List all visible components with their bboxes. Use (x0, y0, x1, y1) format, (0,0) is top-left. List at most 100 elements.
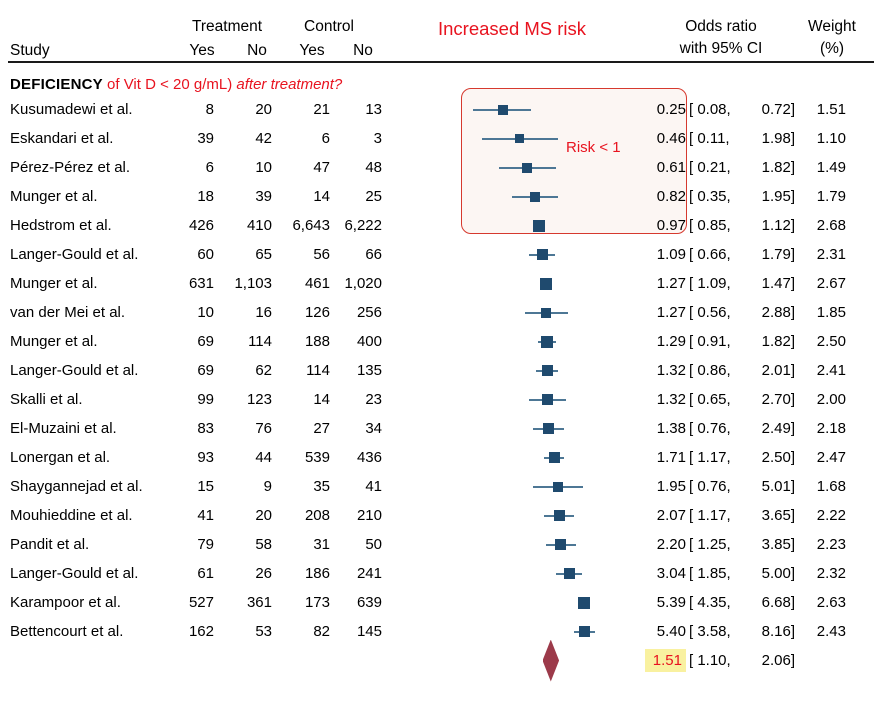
weight-header-line1: Weight (808, 18, 856, 35)
treatment-no-count: 44 (255, 449, 272, 466)
ci-high: 2.50] (761, 449, 795, 466)
study-name: Skalli et al. (10, 391, 83, 408)
control-no-count: 34 (365, 420, 382, 437)
treatment-yes-count: 69 (197, 333, 214, 350)
table-row: Kusumadewi et al. 8 20 21 13 0.25[ 0.08, 0.72]… (0, 95, 882, 124)
ci-low: [ 0.76, (689, 420, 731, 437)
odds-ratio-header-line2: with 95% CI (679, 40, 763, 57)
control-yes-count: 14 (313, 188, 330, 205)
study-name: Munger et al. (10, 188, 98, 205)
table-row: Munger et al. 631 1,103 461 1,020 1.27[ 1.09,… (0, 269, 882, 298)
study-name: Munger et al. (10, 333, 98, 350)
study-name: Lonergan et al. (10, 449, 111, 466)
ci-high: 2.88] (761, 304, 795, 321)
or-marker (540, 335, 553, 348)
weight-value: 2.18 (816, 420, 846, 437)
weight-value: 2.23 (816, 536, 846, 553)
section-header: DEFICIENCY of Vit D < 20 g/mL) after tre… (10, 73, 342, 97)
treatment-yes-count: 41 (197, 507, 214, 524)
treatment-no-count: 16 (255, 304, 272, 321)
control-no-count: 400 (356, 333, 382, 350)
ci-high: 1.82] (761, 333, 795, 350)
treatment-yes-count: 79 (197, 536, 214, 553)
weight-value: 2.50 (816, 333, 846, 350)
or-value: 1.38 (656, 420, 686, 437)
weight-value: 2.63 (816, 594, 846, 611)
table-row: Munger et al. 69 114 188 400 1.29[ 0.91, 1.82]… (0, 327, 882, 356)
table-row: El-Muzaini et al. 83 76 27 34 1.38[ 0.76, 2.49… (0, 414, 882, 443)
or-value: 2.20 (656, 536, 686, 553)
weight-value: 2.32 (816, 565, 846, 582)
table-row: Hedstrom et al. 426 410 6,643 6,222 0.97[ 0.8… (0, 211, 882, 240)
control-no-count: 436 (356, 449, 382, 466)
or-value: 1.27 (656, 275, 686, 292)
risk-lt-1-label: Risk < 1 (566, 139, 621, 156)
study-name: Munger et al. (10, 275, 98, 292)
or-marker (579, 626, 591, 637)
table-row: Mouhieddine et al. 41 20 208 210 2.07[ 1.17, 3… (0, 501, 882, 530)
or-value: 1.32 (656, 391, 686, 408)
or-value: 3.04 (656, 565, 686, 582)
table-row: Bettencourt et al. 162 53 82 145 5.40[ 3.58, 8… (0, 617, 882, 646)
summary-or-value: 1.51 (596, 646, 686, 675)
or-value: 1.71 (656, 449, 686, 466)
table-row: Pérez-Pérez et al. 6 10 47 48 0.61[ 0.21, 1.82… (0, 153, 882, 182)
treatment-no-count: 123 (246, 391, 272, 408)
control-yes-count: 82 (313, 623, 330, 640)
ci-high: 3.65] (761, 507, 795, 524)
weight-value: 1.68 (816, 478, 846, 495)
or-marker (552, 481, 563, 492)
or-value: 1.29 (656, 333, 686, 350)
treatment-no-count: 76 (255, 420, 272, 437)
treatment-no-count: 20 (255, 507, 272, 524)
control-yes-count: 21 (313, 101, 330, 118)
ci-low: [ 0.65, (689, 391, 731, 408)
study-name: Langer-Gould et al. (10, 565, 139, 582)
study-name: Karampoor et al. (10, 594, 121, 611)
treatment-no-header: No (247, 42, 267, 59)
ci-low: [ 1.09, (689, 275, 731, 292)
table-row: Langer-Gould et al. 60 65 56 66 1.09[ 0.66, 1.… (0, 240, 882, 269)
or-marker (536, 249, 548, 260)
or-value: 0.61 (656, 159, 686, 176)
ci-low: [ 0.91, (689, 333, 731, 350)
or-marker (578, 596, 591, 609)
study-name: Bettencourt et al. (10, 623, 124, 640)
ci-low: [ 0.56, (689, 304, 731, 321)
study-name: Shaygannejad et al. (10, 478, 143, 495)
or-value: 1.09 (656, 246, 686, 263)
table-row: Pandit et al. 79 58 31 50 2.20[ 1.25, 3.85] 2.2… (0, 530, 882, 559)
weight-header-line2: (%) (819, 40, 845, 57)
treatment-no-count: 62 (255, 362, 272, 379)
ci-low: [ 0.35, (689, 188, 731, 205)
control-yes-count: 14 (313, 391, 330, 408)
treatment-yes-count: 162 (188, 623, 214, 640)
treatment-yes-count: 631 (188, 275, 214, 292)
ci-low: [ 0.11, (689, 130, 730, 147)
summary-ci-high: 2.06] (761, 652, 795, 669)
study-name: El-Muzaini et al. (10, 420, 117, 437)
or-value: 0.97 (656, 217, 686, 234)
study-name: Kusumadewi et al. (10, 101, 133, 118)
odds-ratio-header-line1: Odds ratio (685, 18, 757, 35)
weight-value: 1.79 (816, 188, 846, 205)
control-yes-count: 35 (313, 478, 330, 495)
study-name: Eskandari et al. (10, 130, 114, 147)
ci-high: 5.00] (761, 565, 795, 582)
or-marker (553, 510, 565, 521)
treatment-yes-count: 527 (188, 594, 214, 611)
control-no-count: 41 (365, 478, 382, 495)
ci-low: [ 0.85, (689, 217, 731, 234)
control-no-count: 6,222 (344, 217, 382, 234)
control-yes-count: 539 (304, 449, 330, 466)
weight-value: 1.10 (816, 130, 846, 147)
ci-low: [ 1.17, (689, 507, 731, 524)
table-row: Munger et al. 18 39 14 25 0.82[ 0.35, 1.95] 1.7… (0, 182, 882, 211)
study-name: Mouhieddine et al. (10, 507, 133, 524)
ci-high: 0.72] (761, 101, 795, 118)
control-no-count: 3 (373, 130, 382, 147)
treatment-yes-count: 18 (197, 188, 214, 205)
weight-value: 1.85 (816, 304, 846, 321)
treatment-no-count: 10 (255, 159, 272, 176)
